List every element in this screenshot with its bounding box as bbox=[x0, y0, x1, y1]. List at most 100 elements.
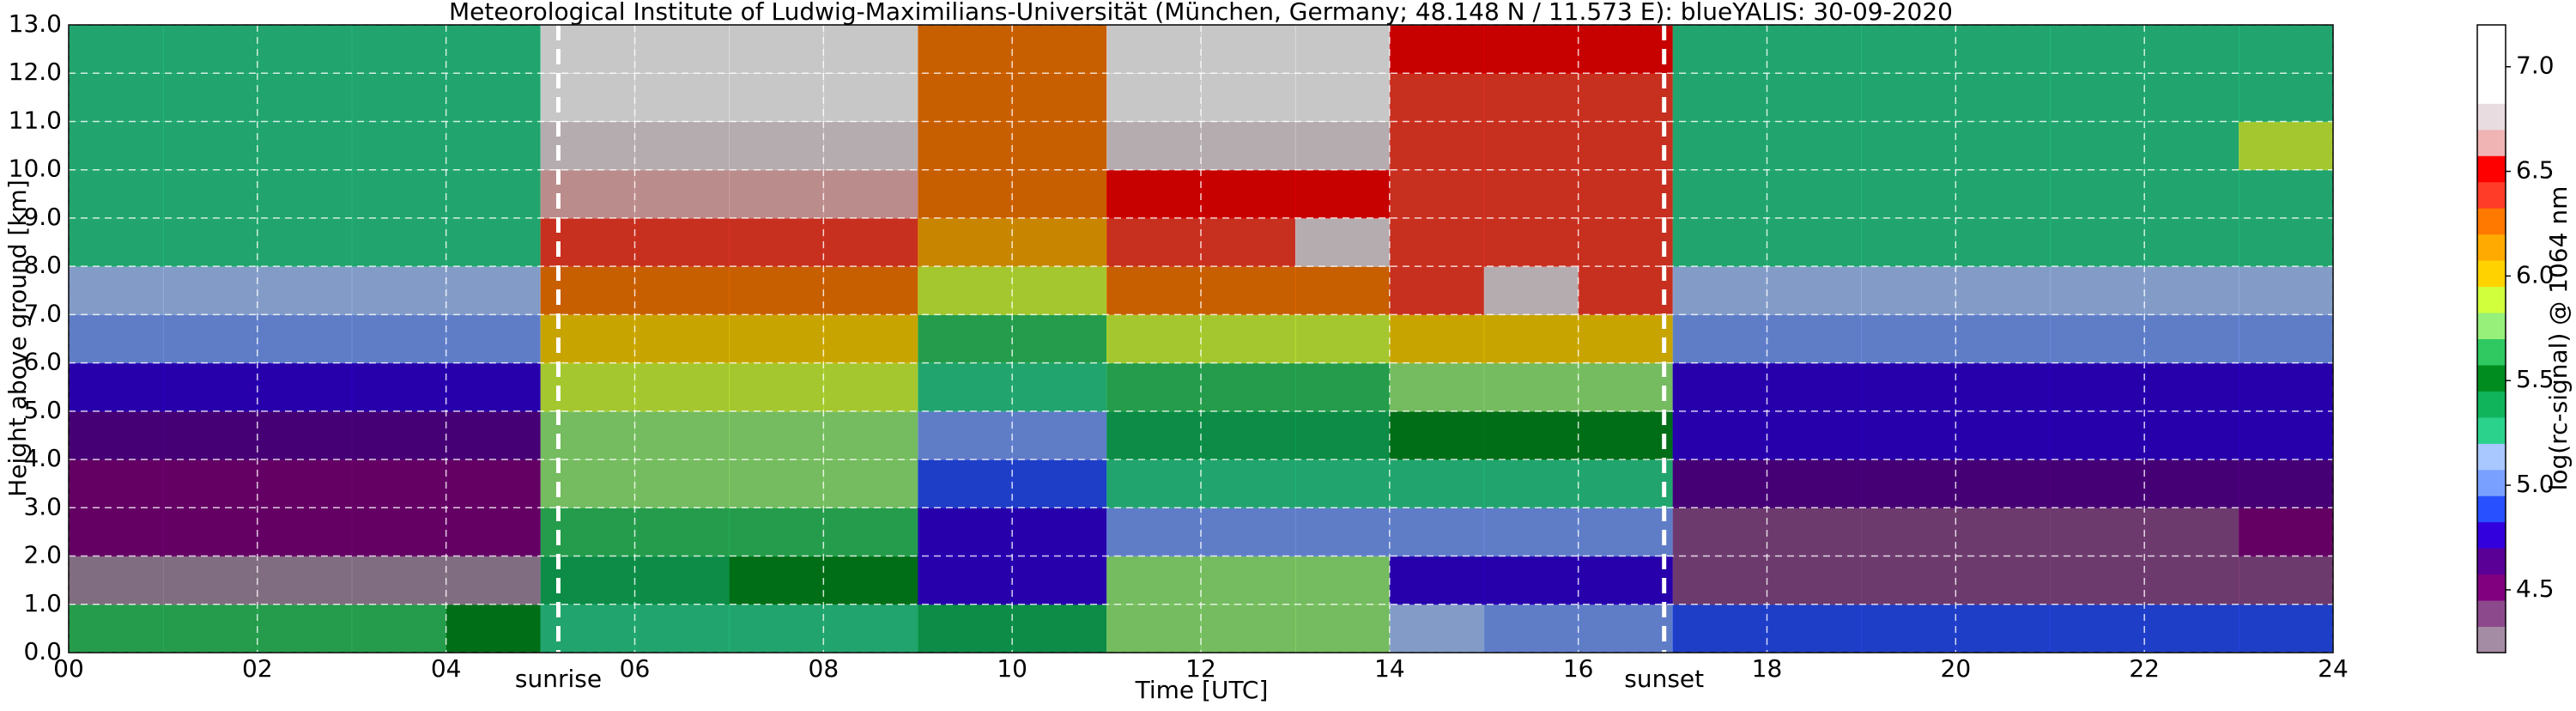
heatmap-cell bbox=[1106, 362, 1202, 412]
heatmap-cell bbox=[823, 556, 918, 605]
heatmap-cell bbox=[634, 121, 730, 171]
heatmap-cell bbox=[1294, 410, 1391, 460]
heatmap-cell bbox=[445, 362, 542, 412]
heatmap-cell bbox=[69, 362, 164, 412]
heatmap-cell bbox=[1578, 121, 1674, 171]
x-tick-label: 22 bbox=[2129, 654, 2160, 683]
heatmap-cell bbox=[729, 459, 824, 508]
heatmap-cell bbox=[1955, 507, 2051, 557]
y-tick-label: 12.0 bbox=[9, 58, 62, 86]
heatmap-cell bbox=[1861, 459, 1956, 508]
heatmap-cell bbox=[445, 556, 542, 605]
colorbar-swatch bbox=[2477, 51, 2506, 78]
heatmap-cell bbox=[729, 604, 824, 653]
heatmap-cell bbox=[2050, 410, 2145, 460]
heatmap-cell bbox=[1483, 459, 1579, 508]
heatmap-cell bbox=[1955, 169, 2051, 219]
x-tick-label: 14 bbox=[1374, 654, 1405, 683]
x-tick-label: 24 bbox=[2318, 654, 2349, 683]
x-tick-label: 12 bbox=[1185, 654, 1216, 683]
heatmap-cell bbox=[823, 604, 918, 653]
heatmap-cell bbox=[1106, 604, 1202, 653]
heatmap-cell bbox=[1389, 314, 1485, 364]
heatmap-cell bbox=[69, 217, 164, 267]
heatmap-cell bbox=[1201, 604, 1296, 653]
heatmap-cell bbox=[69, 556, 164, 605]
heatmap-cell bbox=[162, 604, 258, 653]
heatmap-cell bbox=[2239, 73, 2334, 122]
heatmap-cell bbox=[1861, 604, 1956, 653]
heatmap-cell bbox=[351, 314, 447, 364]
heatmap-cell bbox=[1767, 217, 1862, 267]
heatmap-cell bbox=[445, 25, 542, 74]
heatmap-cell bbox=[257, 73, 353, 122]
heatmap-cell bbox=[69, 410, 164, 460]
heatmap-cell bbox=[2050, 604, 2145, 653]
heatmap-cell bbox=[257, 459, 353, 508]
heatmap-cell bbox=[1578, 169, 1674, 219]
heatmap-cell bbox=[918, 73, 1013, 122]
heatmap-cell bbox=[2239, 121, 2334, 171]
heatmap-cell bbox=[1389, 459, 1485, 508]
heatmap-cell bbox=[729, 73, 824, 122]
heatmap-cell bbox=[1672, 169, 1767, 219]
heatmap-cell bbox=[1767, 169, 1862, 219]
y-tick-label: 11.0 bbox=[9, 106, 62, 134]
heatmap-cell bbox=[918, 556, 1013, 605]
heatmap-cell bbox=[1389, 362, 1485, 412]
colorbar-swatch bbox=[2477, 208, 2506, 235]
heatmap-cell bbox=[540, 362, 635, 412]
heatmap-cell bbox=[2050, 73, 2145, 122]
heatmap-cell bbox=[1201, 556, 1296, 605]
heatmap-cell bbox=[1201, 362, 1296, 412]
heatmap-cell bbox=[1861, 73, 1956, 122]
heatmap-cell bbox=[257, 217, 353, 267]
heatmap-cell bbox=[1389, 73, 1485, 122]
heatmap-cell bbox=[257, 362, 353, 412]
heatmap-cell bbox=[729, 266, 824, 315]
heatmap-cell bbox=[162, 459, 258, 508]
heatmap-cell bbox=[1106, 266, 1202, 315]
heatmap-cell bbox=[918, 25, 1013, 74]
heatmap-cell bbox=[2239, 459, 2334, 508]
y-tick-label: 10.0 bbox=[9, 155, 62, 183]
colorbar-swatch bbox=[2477, 626, 2506, 653]
heatmap-cell bbox=[729, 25, 824, 74]
heatmap-cell bbox=[1012, 169, 1107, 219]
heatmap-cell bbox=[162, 507, 258, 557]
heatmap-cell bbox=[2144, 362, 2240, 412]
heatmap-cell bbox=[257, 604, 353, 653]
heatmap-cell bbox=[162, 266, 258, 315]
heatmap-cell bbox=[1672, 410, 1767, 460]
colorbar-swatch bbox=[2477, 25, 2506, 52]
y-tick-label: 8.0 bbox=[23, 251, 62, 279]
heatmap-cell bbox=[1955, 362, 2051, 412]
heatmap-cell bbox=[1861, 121, 1956, 171]
heatmap-cell bbox=[634, 459, 730, 508]
heatmap-cell bbox=[918, 410, 1013, 460]
annotation-label: sunrise bbox=[515, 665, 602, 693]
heatmap-cell bbox=[1483, 507, 1579, 557]
heatmap-cell bbox=[823, 266, 918, 315]
heatmap-cell bbox=[1106, 556, 1202, 605]
heatmap-cell bbox=[2239, 556, 2334, 605]
heatmap-cell bbox=[1483, 217, 1579, 267]
heatmap-cell bbox=[1672, 507, 1767, 557]
heatmap-cell bbox=[351, 25, 447, 74]
colorbar-swatch bbox=[2477, 416, 2506, 444]
heatmap-cell bbox=[162, 121, 258, 171]
heatmap-cell bbox=[1201, 459, 1296, 508]
heatmap-cell bbox=[162, 314, 258, 364]
y-tick-label: 5.0 bbox=[23, 396, 62, 424]
colorbar-swatch bbox=[2477, 391, 2506, 418]
heatmap-cell bbox=[1955, 73, 2051, 122]
colorbar-swatch bbox=[2477, 260, 2506, 288]
heatmap-cell bbox=[1389, 507, 1485, 557]
colorbar-tick-label: 5.0 bbox=[2516, 470, 2555, 498]
colorbar-swatch bbox=[2477, 155, 2506, 183]
colorbar-swatch bbox=[2477, 495, 2506, 523]
heatmap-cell bbox=[729, 362, 824, 412]
heatmap-cell bbox=[1861, 556, 1956, 605]
heatmap-cell bbox=[1294, 169, 1391, 219]
heatmap-cell bbox=[1201, 507, 1296, 557]
